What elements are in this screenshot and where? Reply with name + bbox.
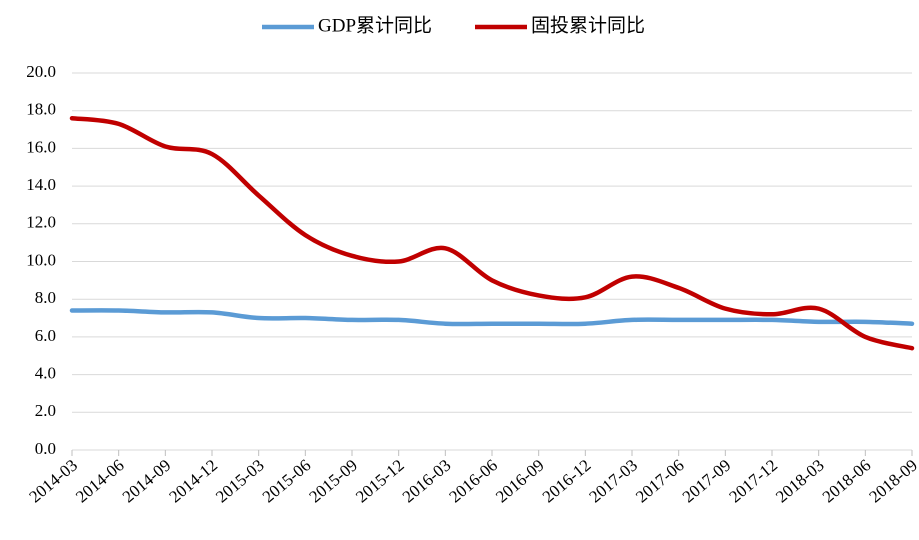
x-tick-label: 2014-12 xyxy=(165,456,221,507)
y-tick-label: 12.0 xyxy=(26,213,56,232)
x-tick-label: 2018-09 xyxy=(865,456,919,507)
x-tick-label: 2014-06 xyxy=(72,456,128,507)
x-tick-label: 2015-06 xyxy=(259,456,315,507)
x-tick-label: 2015-09 xyxy=(305,456,361,507)
line-series xyxy=(69,115,915,351)
legend-label: 固投累计同比 xyxy=(531,14,645,36)
y-tick-label: 0.0 xyxy=(35,439,56,458)
x-tick-label: 2017-12 xyxy=(725,456,781,507)
y-tick-label: 18.0 xyxy=(26,100,56,119)
x-tick-label: 2016-06 xyxy=(445,456,501,507)
x-tick-label: 2017-03 xyxy=(585,456,641,507)
line-series xyxy=(69,308,915,327)
y-tick-label: 20.0 xyxy=(26,62,56,81)
x-tick-label: 2014-09 xyxy=(119,456,175,507)
x-tick-label: 2018-06 xyxy=(819,456,875,507)
x-tick-label: 2016-12 xyxy=(539,456,595,507)
y-tick-label: 16.0 xyxy=(26,137,56,156)
y-tick-label: 8.0 xyxy=(35,288,56,307)
x-tick-label: 2018-03 xyxy=(772,456,828,507)
y-tick-label: 2.0 xyxy=(35,401,56,420)
legend-label: GDP累计同比 xyxy=(318,14,432,36)
y-tick-label: 6.0 xyxy=(35,326,56,345)
x-tick-label: 2016-03 xyxy=(399,456,455,507)
x-tick-label: 2015-03 xyxy=(212,456,268,507)
x-tick-label: 2016-09 xyxy=(492,456,548,507)
x-tick-label: 2017-09 xyxy=(679,456,735,507)
x-tick-label: 2017-06 xyxy=(632,456,688,507)
y-tick-label: 14.0 xyxy=(26,175,56,194)
x-tick-label: 2015-12 xyxy=(352,456,408,507)
x-tick-label: 2014-03 xyxy=(25,456,81,507)
y-tick-label: 10.0 xyxy=(26,250,56,269)
y-tick-label: 4.0 xyxy=(35,364,56,383)
